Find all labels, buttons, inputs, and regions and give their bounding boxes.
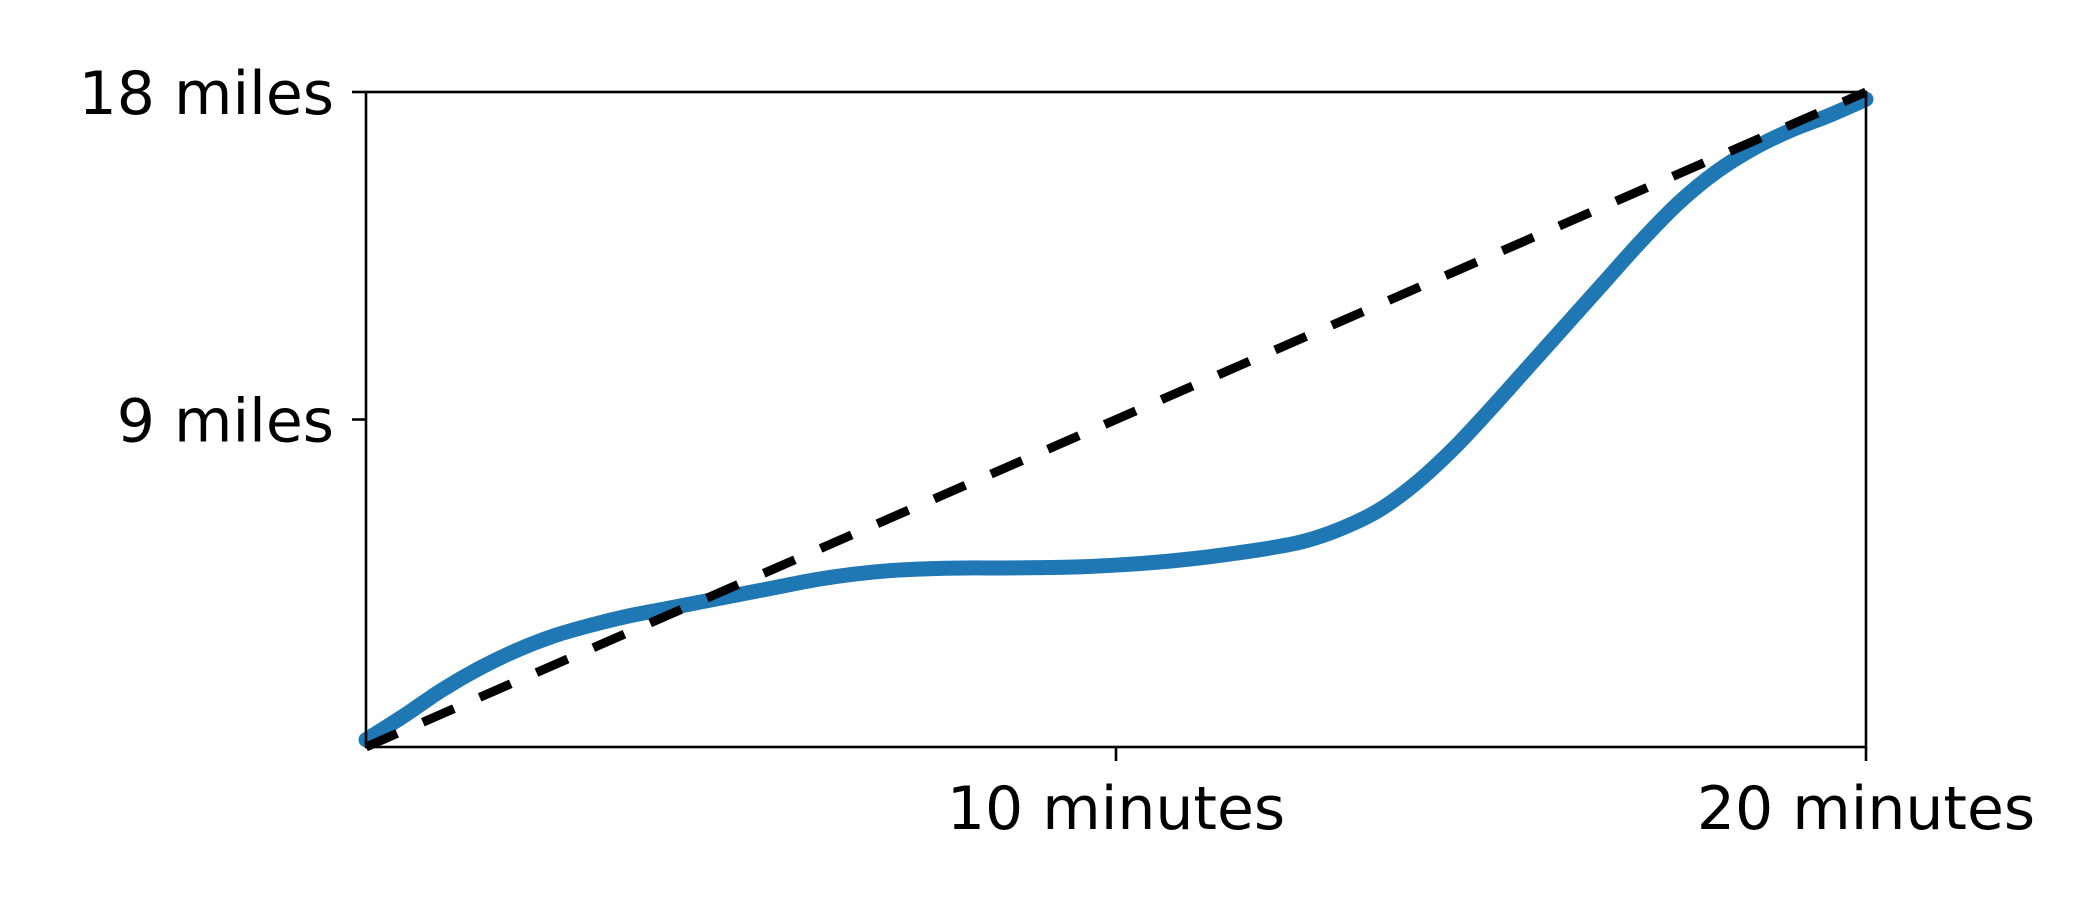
series-layer (358, 87, 1874, 752)
y-tick-label: 9 miles (117, 387, 334, 457)
dashed-reference-line (364, 87, 1868, 752)
x-tick-label: 10 minutes (947, 774, 1285, 844)
y-tick-label: 18 miles (79, 59, 334, 129)
x-tick-label: 20 minutes (1697, 774, 2035, 844)
axis-ticks: 10 minutes 20 minutes 9 miles 18 miles (79, 59, 2036, 844)
solid-data-line (358, 91, 1874, 748)
